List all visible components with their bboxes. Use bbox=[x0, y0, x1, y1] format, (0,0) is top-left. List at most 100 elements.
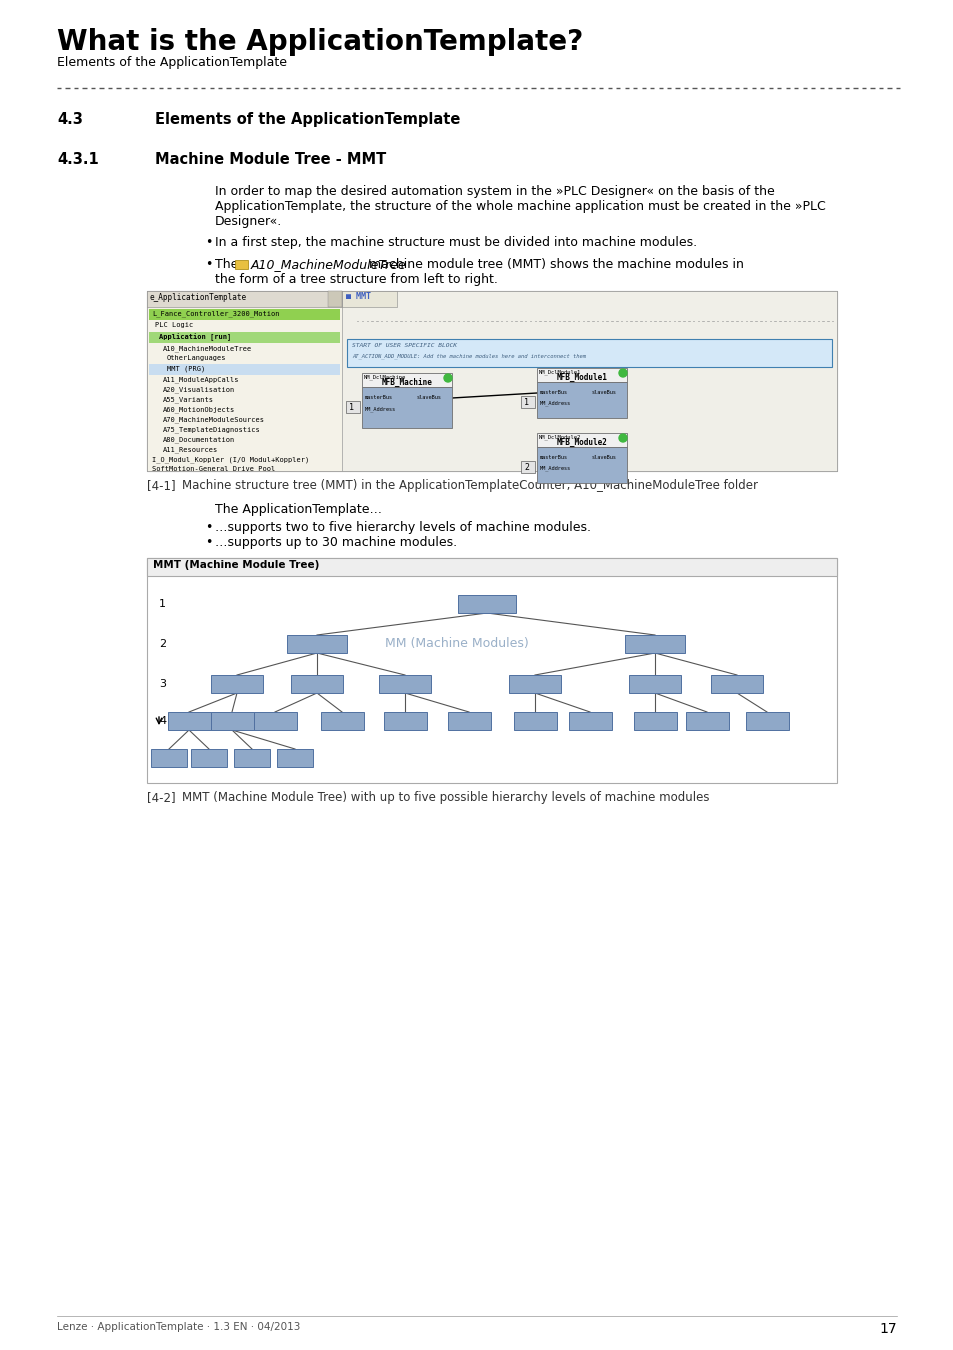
Bar bbox=[149, 309, 339, 320]
Text: The: The bbox=[214, 258, 242, 271]
Text: A20_Visualisation: A20_Visualisation bbox=[163, 386, 235, 393]
Bar bbox=[509, 675, 560, 693]
Bar bbox=[710, 675, 762, 693]
Text: ApplicationTemplate, the structure of the whole machine application must be crea: ApplicationTemplate, the structure of th… bbox=[214, 200, 825, 213]
Text: masterBus: masterBus bbox=[539, 455, 568, 460]
Text: In order to map the desired automation system in the »PLC Designer« on the basis: In order to map the desired automation s… bbox=[214, 185, 774, 198]
Text: A10_MachineModuleTree: A10_MachineModuleTree bbox=[251, 258, 406, 271]
Text: PLC Logic: PLC Logic bbox=[154, 323, 193, 328]
Text: A11_ModuleAppCalls: A11_ModuleAppCalls bbox=[163, 377, 239, 382]
Text: MMT (PRG): MMT (PRG) bbox=[167, 364, 205, 371]
Bar bbox=[328, 292, 341, 306]
Text: e_ApplicationTemplate: e_ApplicationTemplate bbox=[150, 293, 247, 302]
Bar bbox=[234, 261, 248, 269]
Text: slaveBus: slaveBus bbox=[592, 455, 617, 460]
Text: 1: 1 bbox=[524, 398, 529, 406]
Bar bbox=[685, 711, 728, 730]
Bar bbox=[634, 711, 677, 730]
Text: Elements of the ApplicationTemplate: Elements of the ApplicationTemplate bbox=[154, 112, 460, 127]
Text: Machine structure tree (MMT) in the ApplicationTemplateCounter, A10_MachineModul: Machine structure tree (MMT) in the Appl… bbox=[182, 479, 758, 491]
Circle shape bbox=[618, 433, 626, 441]
Text: MFB_Machine: MFB_Machine bbox=[381, 378, 432, 386]
Bar bbox=[537, 447, 626, 483]
Bar bbox=[520, 460, 535, 472]
Text: AT_ACTION_ADD_MODULE: Add the machine modules here and interconnect them: AT_ACTION_ADD_MODULE: Add the machine mo… bbox=[352, 352, 585, 359]
Text: I_O_Modul_Koppler (I/O Modul+Koppler): I_O_Modul_Koppler (I/O Modul+Koppler) bbox=[152, 456, 309, 463]
Bar bbox=[628, 675, 680, 693]
Text: A11_Resources: A11_Resources bbox=[163, 446, 218, 452]
Text: slaveBus: slaveBus bbox=[592, 390, 617, 396]
Bar bbox=[624, 634, 684, 653]
Text: MMT (Machine Module Tree): MMT (Machine Module Tree) bbox=[152, 560, 319, 570]
Bar bbox=[745, 711, 788, 730]
Text: 3: 3 bbox=[159, 679, 166, 688]
Text: In a first step, the machine structure must be divided into machine modules.: In a first step, the machine structure m… bbox=[214, 236, 697, 248]
Bar bbox=[287, 634, 347, 653]
Text: •: • bbox=[205, 521, 213, 535]
Text: 1: 1 bbox=[159, 599, 166, 609]
Text: 4: 4 bbox=[159, 716, 166, 726]
Bar bbox=[347, 339, 831, 367]
Text: Lenze · ApplicationTemplate · 1.3 EN · 04/2013: Lenze · ApplicationTemplate · 1.3 EN · 0… bbox=[57, 1322, 300, 1332]
Text: …supports up to 30 machine modules.: …supports up to 30 machine modules. bbox=[214, 536, 456, 549]
Text: What is the ApplicationTemplate?: What is the ApplicationTemplate? bbox=[57, 28, 582, 55]
Text: machine module tree (MMT) shows the machine modules in: machine module tree (MMT) shows the mach… bbox=[365, 258, 743, 271]
Bar bbox=[147, 558, 836, 783]
Text: …supports two to five hierarchy levels of machine modules.: …supports two to five hierarchy levels o… bbox=[214, 521, 590, 535]
Bar bbox=[520, 396, 535, 408]
Bar bbox=[211, 711, 253, 730]
Bar bbox=[320, 711, 364, 730]
Bar bbox=[568, 711, 612, 730]
Text: MFB_Module1: MFB_Module1 bbox=[556, 373, 607, 382]
Text: MM_Address: MM_Address bbox=[539, 464, 571, 471]
Text: Application [run]: Application [run] bbox=[159, 333, 231, 340]
Bar bbox=[361, 387, 452, 428]
Text: A60_MotionObjects: A60_MotionObjects bbox=[163, 406, 235, 413]
Text: MM_DclMachine: MM_DclMachine bbox=[364, 374, 406, 379]
Bar bbox=[168, 711, 211, 730]
Text: A10_MachineModuleTree: A10_MachineModuleTree bbox=[163, 346, 252, 351]
Text: [4-2]: [4-2] bbox=[147, 791, 175, 805]
Text: A80_Documentation: A80_Documentation bbox=[163, 436, 235, 443]
Text: 2: 2 bbox=[159, 639, 166, 649]
Text: ■ MMT: ■ MMT bbox=[346, 292, 371, 301]
Text: MM_DclModule2: MM_DclModule2 bbox=[538, 433, 580, 440]
Bar bbox=[514, 711, 557, 730]
Text: slaveBus: slaveBus bbox=[416, 396, 441, 400]
Bar bbox=[147, 292, 341, 471]
Bar bbox=[341, 292, 836, 471]
Bar bbox=[341, 292, 396, 306]
Bar bbox=[149, 364, 339, 375]
Text: MM_Address: MM_Address bbox=[365, 406, 395, 412]
Circle shape bbox=[443, 374, 452, 382]
Bar bbox=[448, 711, 491, 730]
Circle shape bbox=[618, 369, 626, 377]
Text: MM (Machine Modules): MM (Machine Modules) bbox=[385, 637, 528, 651]
Text: A55_Variants: A55_Variants bbox=[163, 396, 213, 402]
Text: 1: 1 bbox=[349, 404, 355, 412]
Text: •: • bbox=[205, 236, 213, 248]
Text: Machine Module Tree - MMT: Machine Module Tree - MMT bbox=[154, 153, 386, 167]
Text: Elements of the ApplicationTemplate: Elements of the ApplicationTemplate bbox=[57, 55, 287, 69]
Bar bbox=[147, 292, 341, 306]
Bar bbox=[276, 749, 313, 767]
Text: 5: 5 bbox=[159, 753, 166, 763]
Bar bbox=[191, 749, 227, 767]
Text: Designer«.: Designer«. bbox=[214, 215, 282, 228]
Bar bbox=[291, 675, 343, 693]
Bar bbox=[537, 369, 626, 382]
Bar bbox=[151, 749, 187, 767]
Text: [4-1]: [4-1] bbox=[147, 479, 175, 491]
Text: 4.3: 4.3 bbox=[57, 112, 83, 127]
Bar bbox=[253, 711, 296, 730]
Bar bbox=[384, 711, 427, 730]
Text: SoftMotion-General Drive Pool: SoftMotion-General Drive Pool bbox=[152, 466, 275, 472]
Bar bbox=[361, 373, 452, 387]
Text: •: • bbox=[205, 258, 213, 271]
Text: OtherLanguages: OtherLanguages bbox=[167, 355, 226, 360]
Text: START OF USER SPECIFIC BLOCK: START OF USER SPECIFIC BLOCK bbox=[352, 343, 456, 348]
Bar bbox=[149, 332, 339, 343]
Bar bbox=[147, 292, 836, 471]
Bar bbox=[537, 433, 626, 447]
Text: 2: 2 bbox=[524, 463, 529, 472]
